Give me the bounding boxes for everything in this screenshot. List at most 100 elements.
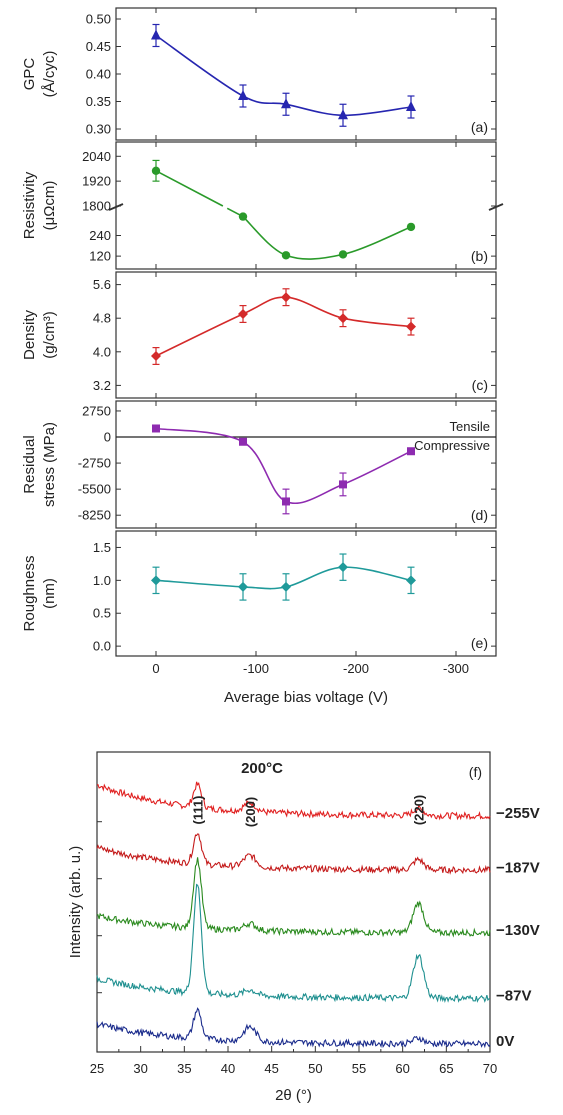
y-tick-label: 0.5 (93, 606, 111, 621)
x-tick-label: 40 (221, 1061, 235, 1076)
panel-frame (115, 7, 497, 141)
data-point (338, 250, 348, 259)
panel-letter: (d) (471, 507, 488, 523)
xrd-pattern (96, 857, 491, 938)
x-tick-label: -300 (443, 661, 469, 676)
panel-frame (115, 141, 497, 270)
xrd-pattern (97, 781, 491, 821)
x-tick-label: 55 (352, 1061, 366, 1076)
data-point (238, 90, 248, 100)
data-point (338, 109, 348, 120)
data-point (406, 101, 416, 111)
x-tick-label: 35 (177, 1061, 191, 1076)
y-axis-label: (g/cm³) (41, 311, 58, 359)
y-axis-label: Density (21, 309, 38, 360)
data-point (151, 351, 161, 361)
peak-label: (111) (190, 796, 205, 825)
data-point (281, 251, 291, 260)
axis-break-mark (108, 203, 124, 211)
panel-letter: (a) (471, 119, 488, 135)
panel-letter: (f) (469, 764, 482, 780)
panel-frames (96, 7, 504, 1053)
y-axis-label: Roughness (21, 556, 38, 632)
y-axis-label: Intensity (arb. u.) (67, 846, 84, 959)
data-point (406, 321, 416, 332)
series-label: 0V (496, 1033, 514, 1050)
y-tick-label: 1800 (82, 199, 111, 214)
y-tick-label: 0 (104, 430, 111, 445)
x-tick-label: -100 (243, 661, 269, 676)
xrd-pattern (96, 883, 491, 1003)
series-label: −87V (496, 988, 531, 1005)
panel-frame (115, 400, 497, 529)
data-point (282, 497, 290, 506)
x-tick-label: 25 (90, 1061, 104, 1076)
y-tick-label: 3.2 (93, 378, 111, 393)
y-tick-label: 0.40 (86, 67, 111, 82)
x-axis-label: 2θ (°) (275, 1087, 312, 1104)
panel-letter: (e) (471, 635, 488, 651)
y-tick-label: 1920 (82, 174, 111, 189)
y-tick-label: -8250 (78, 508, 111, 523)
y-tick-label: -5500 (78, 482, 111, 497)
x-tick-label: 70 (483, 1061, 497, 1076)
data-point (238, 212, 248, 221)
y-tick-label: 4.8 (93, 311, 111, 326)
y-tick-label: 5.6 (93, 277, 111, 292)
data-point (407, 447, 415, 456)
y-tick-label: -2750 (78, 456, 111, 471)
y-tick-label: 0.30 (86, 122, 111, 137)
x-axis-label: Average bias voltage (V) (224, 689, 388, 706)
y-tick-label: 2040 (82, 149, 111, 164)
y-axis-label: stress (MPa) (41, 422, 58, 507)
y-axis-label: Residual (21, 435, 38, 493)
panel-letter: (c) (472, 377, 488, 393)
y-tick-label: 0.50 (86, 12, 111, 27)
x-tick-label: 50 (308, 1061, 322, 1076)
y-tick-label: 0.0 (93, 639, 111, 654)
data-point (338, 562, 348, 573)
x-tick-label: 30 (133, 1061, 147, 1076)
data-point (151, 29, 161, 40)
data-point (238, 581, 248, 592)
annotation-compressive: Compressive (414, 438, 490, 453)
series-label: −255V (496, 805, 540, 822)
panel-frame (96, 751, 491, 1053)
data-point (281, 98, 291, 109)
data-point (339, 480, 347, 489)
panel-frame (115, 271, 497, 399)
y-tick-label: 2750 (82, 403, 111, 418)
axis-break-mark (488, 203, 504, 211)
x-tick-label: 0 (152, 661, 159, 676)
xrd-pattern (96, 833, 491, 875)
y-tick-label: 120 (89, 249, 111, 264)
data-point (281, 581, 291, 592)
y-tick-label: 240 (89, 228, 111, 243)
series-label: −130V (496, 922, 540, 939)
panel-letter: (b) (471, 248, 488, 264)
data-point (151, 166, 161, 175)
x-tick-label: 65 (439, 1061, 453, 1076)
x-tick-label: 45 (264, 1061, 278, 1076)
data-point (338, 313, 348, 324)
y-axis-label: GPC (21, 58, 38, 91)
y-axis-label: (Å/cyc) (41, 51, 58, 98)
y-tick-label: 1.0 (93, 573, 111, 588)
y-tick-label: 4.0 (93, 344, 111, 359)
data-point (151, 575, 161, 586)
y-tick-label: 1.5 (93, 540, 111, 555)
data-point (406, 222, 416, 232)
annotation-tensile: Tensile (450, 419, 490, 434)
data-point (152, 424, 160, 433)
series-line (242, 216, 412, 260)
data-point (238, 309, 248, 319)
y-tick-label: 0.45 (86, 39, 111, 54)
series-line (155, 427, 412, 504)
panel-frame (115, 530, 497, 657)
y-axis-label: (nm) (41, 578, 58, 609)
y-tick-label: 0.35 (86, 94, 111, 109)
xrd-pattern (96, 1007, 491, 1049)
y-axis-label: (μΩcm) (41, 181, 58, 231)
series-label: −187V (496, 859, 540, 876)
data-point (281, 292, 291, 303)
